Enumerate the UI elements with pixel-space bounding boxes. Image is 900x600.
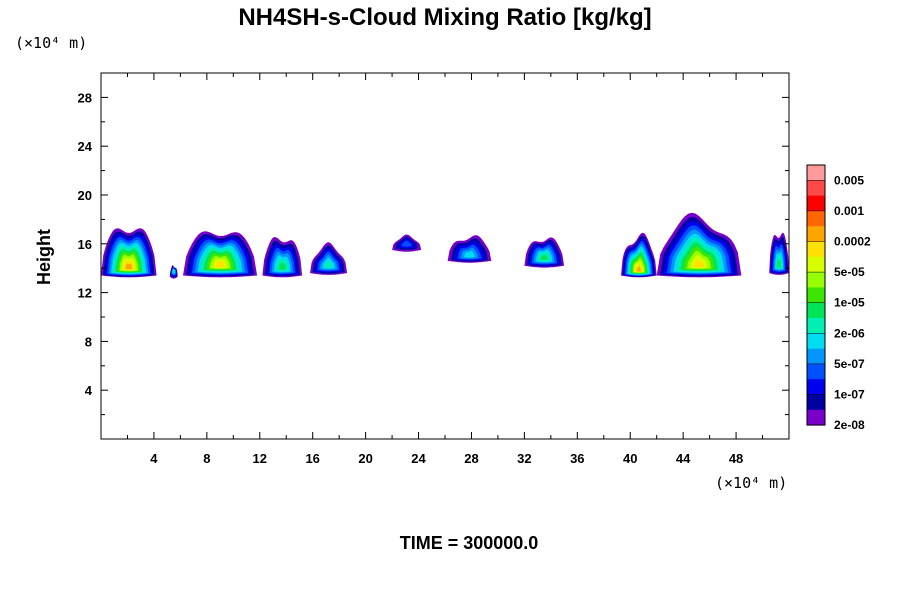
x-tick-label: 16 <box>305 451 319 466</box>
colorbar-label: 5e-05 <box>834 265 865 279</box>
x-tick-label: 48 <box>729 451 743 466</box>
colorbar-label: 1e-05 <box>834 296 865 310</box>
y-scale-label: (×10⁴ m) <box>15 34 87 52</box>
y-tick-label: 24 <box>78 139 93 154</box>
colorbar-swatch <box>807 210 825 227</box>
colorbar-swatch <box>807 165 825 181</box>
colorbar-swatch <box>807 318 825 334</box>
colorbar-swatch <box>807 241 825 258</box>
cloud-cell <box>524 237 565 268</box>
cloud-cell <box>769 232 789 275</box>
x-tick-label: 4 <box>150 451 158 466</box>
time-footer: TIME = 300000.0 <box>400 533 539 553</box>
colorbar-swatch <box>807 287 825 304</box>
colorbar-swatch <box>807 272 825 288</box>
y-axis-label: Height <box>34 229 54 285</box>
y-tick-label: 16 <box>78 237 92 252</box>
colorbar-swatch <box>807 180 825 196</box>
colorbar-swatch <box>807 379 825 395</box>
contour-level-fill <box>278 262 286 270</box>
cloud-cell <box>656 212 742 278</box>
contour-level-fill <box>540 254 548 261</box>
x-tick-label: 40 <box>623 451 637 466</box>
cloud-cell <box>169 265 178 279</box>
colorbar-label: 0.001 <box>834 204 864 218</box>
colorbar-swatch <box>807 394 825 411</box>
contour-level-fill <box>401 240 412 247</box>
colorbar-label: 1e-07 <box>834 388 865 402</box>
x-tick-label: 44 <box>676 451 691 466</box>
x-tick-label: 24 <box>411 451 426 466</box>
colorbar-swatch <box>807 363 825 380</box>
cloud-cell <box>310 242 348 275</box>
cloud-cell <box>262 237 303 278</box>
x-tick-label: 8 <box>203 451 210 466</box>
plot-area <box>101 212 789 279</box>
colorbar-swatch <box>807 348 825 365</box>
colorbar: 0.005 0.001 0.0002 5e-05 1e-05 2e-06 5e-07 1e-0… <box>806 164 871 432</box>
cloud-cell <box>392 234 422 252</box>
colorbar-label: 0.0002 <box>834 235 871 249</box>
contour-level-fill <box>777 259 781 268</box>
colorbar-label: 5e-07 <box>834 357 865 371</box>
x-tick-label: 12 <box>253 451 267 466</box>
colorbar-swatch <box>807 302 825 319</box>
x-scale-label: (×10⁴ m) <box>715 474 787 492</box>
colorbar-label: 2e-06 <box>834 326 865 340</box>
colorbar-swatch <box>807 256 825 273</box>
cloud-cell <box>101 228 157 278</box>
y-tick-label: 12 <box>78 286 92 301</box>
y-tick-label: 28 <box>78 90 92 105</box>
contour-level-fill <box>464 251 475 258</box>
contour-level-fill <box>215 261 225 268</box>
y-tick-label: 20 <box>78 188 92 203</box>
y-tick-label: 8 <box>85 334 92 349</box>
cloud-cell <box>447 235 492 263</box>
colorbar-swatch <box>807 195 825 212</box>
colorbar-label: 0.005 <box>834 173 864 187</box>
colorbar-swatch <box>807 333 825 349</box>
cloud-cell <box>183 231 258 278</box>
y-tick-label: 4 <box>85 383 93 398</box>
x-tick-label: 20 <box>358 451 372 466</box>
contour-level-fill <box>172 269 175 273</box>
colorbar-label: 2e-08 <box>834 418 865 432</box>
colorbar-swatch <box>807 226 825 242</box>
contour-level-fill <box>125 263 133 270</box>
x-tick-label: 36 <box>570 451 584 466</box>
colorbar-swatch <box>807 409 825 426</box>
contour-level-fill <box>693 259 705 268</box>
x-tick-label: 28 <box>464 451 478 466</box>
cloud-cell <box>621 232 657 278</box>
chart-title: NH4SH-s-Cloud Mixing Ratio [kg/kg] <box>238 4 651 31</box>
contour-level-fill <box>636 266 641 272</box>
contour-level-fill <box>324 260 333 268</box>
x-tick-label: 32 <box>517 451 531 466</box>
